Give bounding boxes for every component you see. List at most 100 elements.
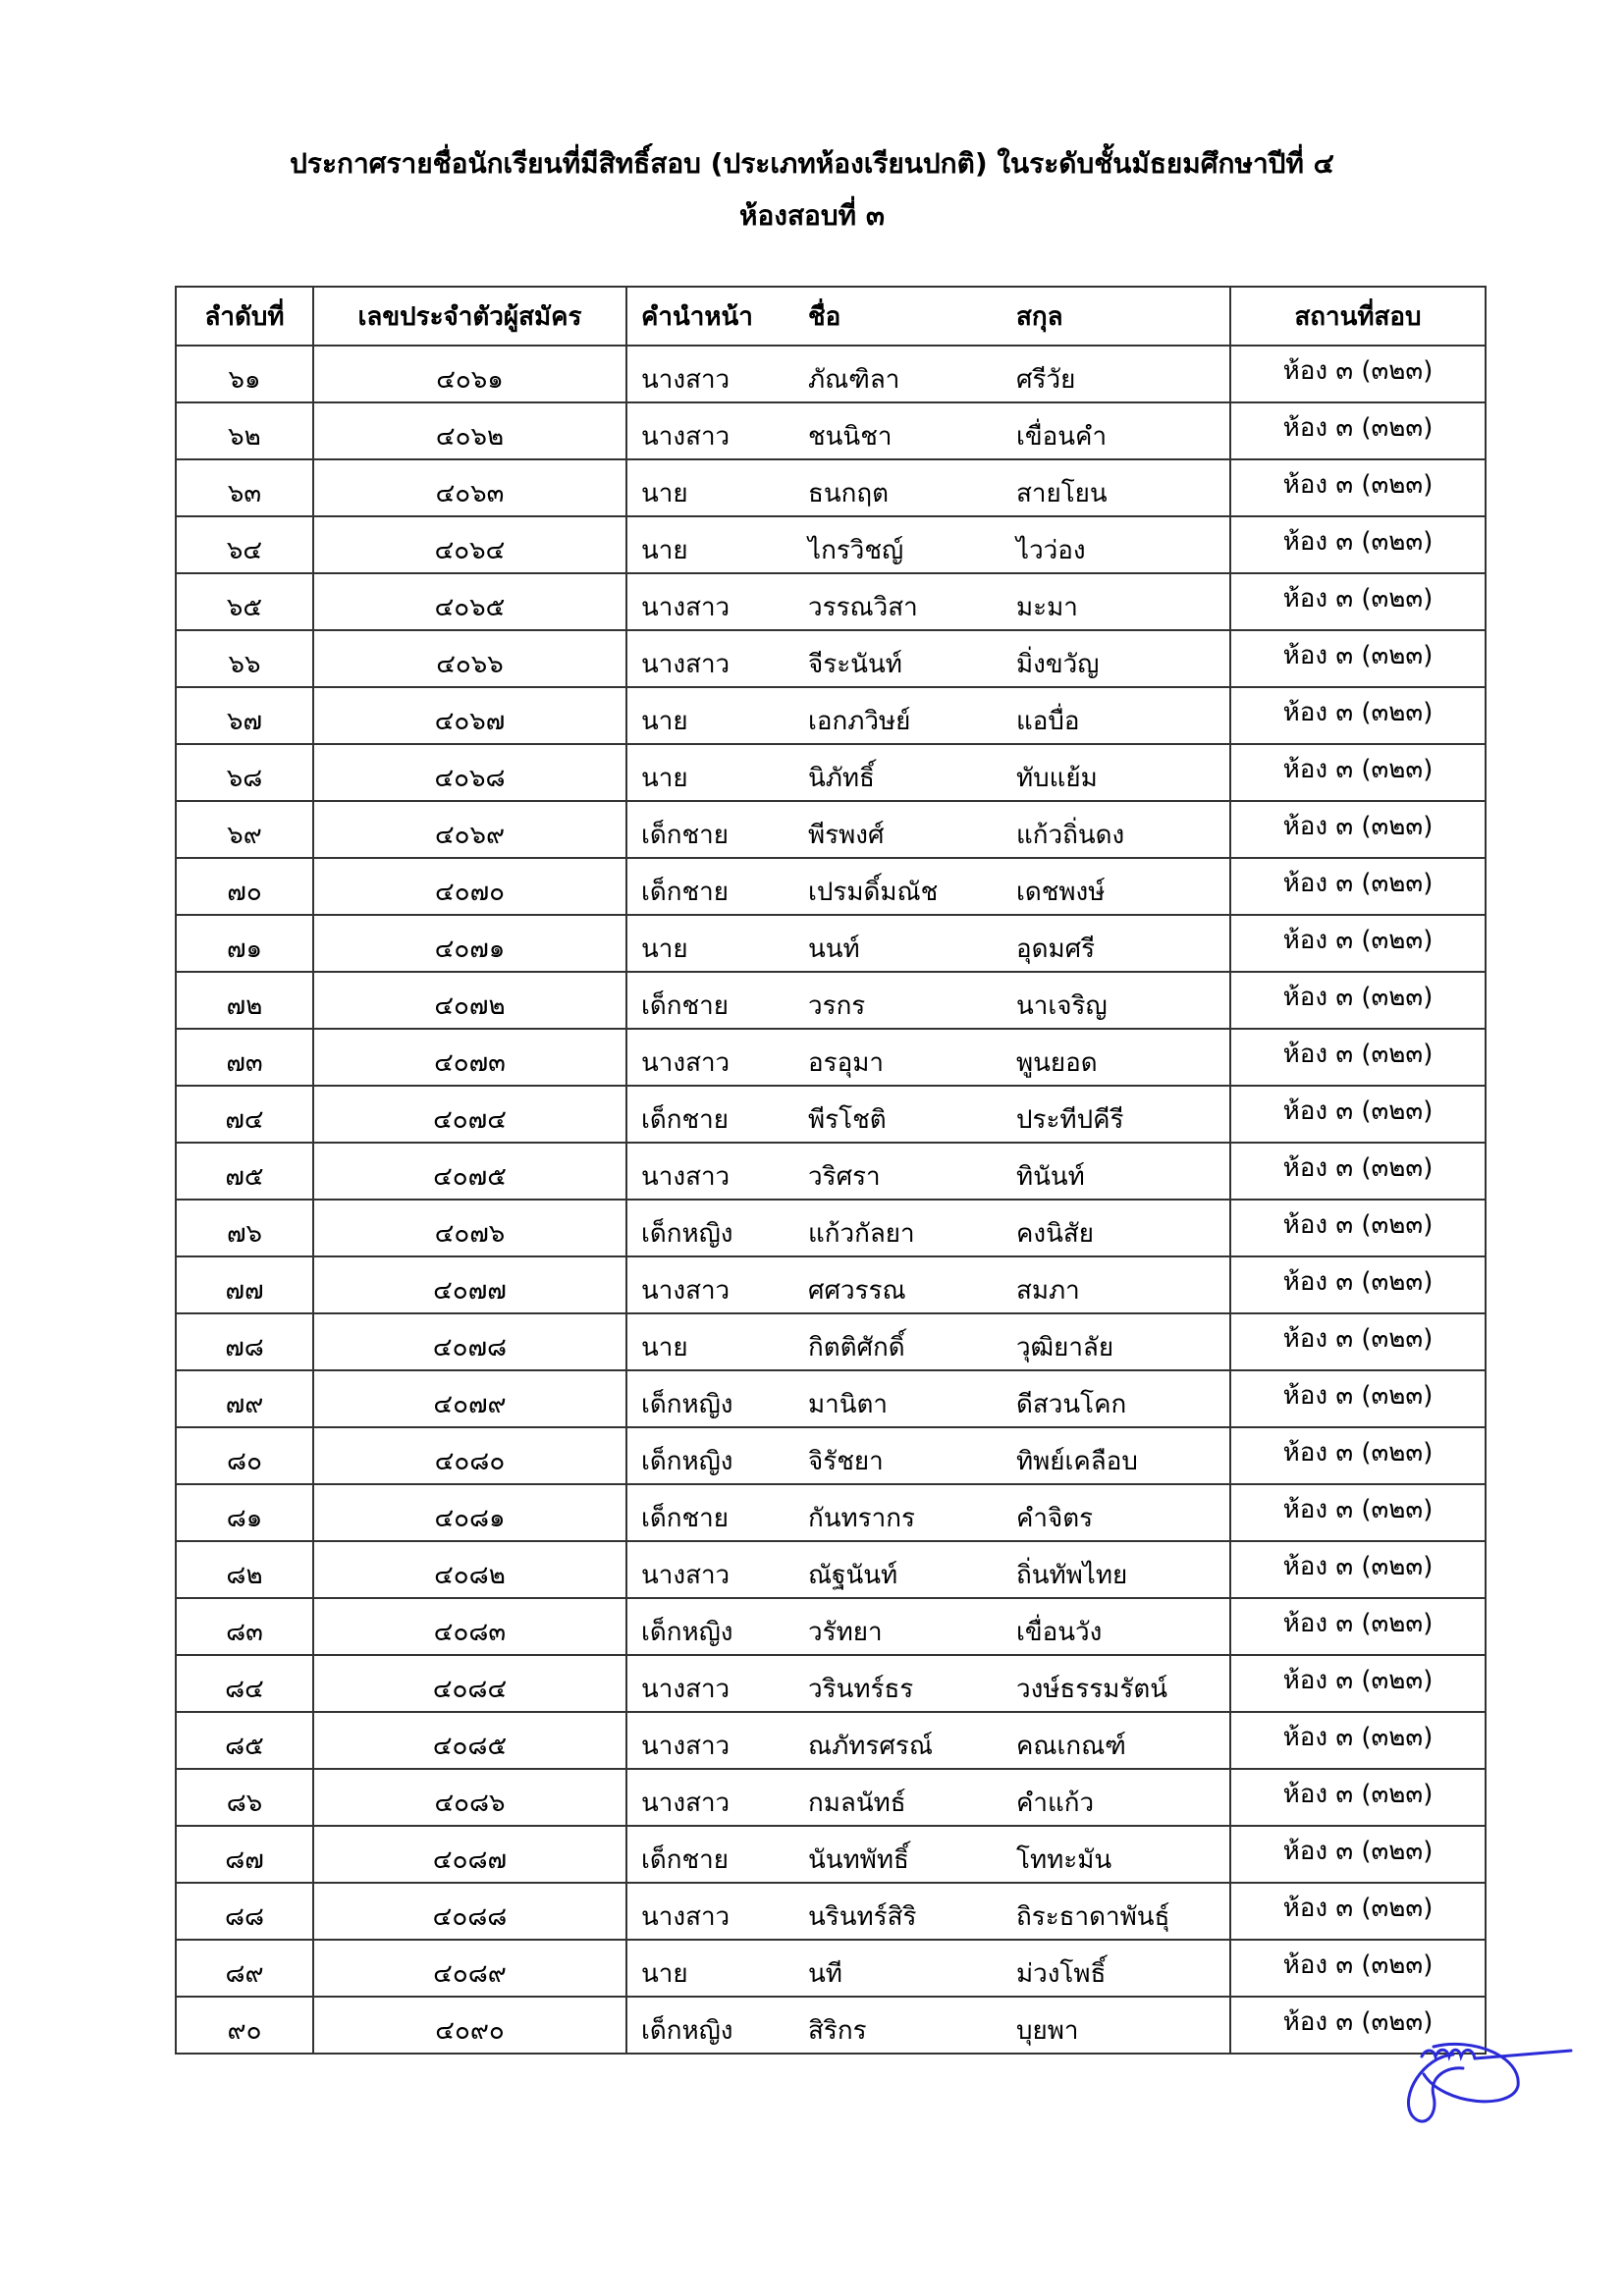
- order-number-cell: ๘๐: [175, 1426, 314, 1485]
- header-applicant-id: เลขประจำตัวผู้สมัคร: [313, 286, 627, 347]
- last-name-cell: เดชพงษ์: [1016, 857, 1230, 916]
- order-number-cell: ๖๗: [175, 686, 314, 745]
- document-title: ประกาศรายชื่อนักเรียนที่มีสิทธิ์สอบ (ประ…: [290, 147, 1334, 180]
- table-row: ๖๖ ๔๐๖๖ นางสาว จีระนันท์ มิ่งขวัญ ห้อง ๓ (๓๒๓…: [175, 629, 1487, 688]
- order-number-cell: ๖๒: [175, 401, 314, 460]
- order-number-cell: ๖๘: [175, 743, 314, 802]
- last-name-cell: สายโยน: [1016, 458, 1230, 517]
- order-number-cell: ๖๑: [175, 345, 314, 403]
- table-row: ๖๒ ๔๐๖๒ นางสาว ชนนิชา เขื่อนคำ ห้อง ๓ (๓๒๓): [175, 401, 1487, 460]
- name-prefix-cell: เด็กหญิง: [626, 1597, 808, 1656]
- applicant-id-cell: ๔๐๖๓: [313, 458, 627, 517]
- exam-location-cell: ห้อง ๓ (๓๒๓): [1229, 1312, 1487, 1371]
- last-name-cell: วงษ์ธรรมรัตน์: [1016, 1654, 1230, 1713]
- header-order: ลำดับที่: [175, 286, 314, 347]
- signature-strokes: [1406, 2042, 1573, 2123]
- name-prefix-cell: เด็กหญิง: [626, 1996, 808, 2055]
- applicant-id-cell: ๔๐๗๑: [313, 914, 627, 973]
- table-row: ๗๕ ๔๐๗๕ นางสาว วริศรา ทินันท์ ห้อง ๓ (๓๒๓): [175, 1142, 1487, 1201]
- name-prefix-cell: เด็กชาย: [626, 1825, 808, 1884]
- name-prefix-cell: นางสาว: [626, 345, 808, 403]
- applicant-id-cell: ๔๐๖๕: [313, 572, 627, 631]
- order-number-cell: ๙๐: [175, 1996, 314, 2055]
- exam-room-subtitle: ห้องสอบที่ ๓: [739, 199, 885, 232]
- table-row: ๘๔ ๔๐๘๔ นางสาว วรินทร์ธร วงษ์ธรรมรัตน์ ห้อง ๓…: [175, 1654, 1487, 1713]
- name-prefix-cell: เด็กชาย: [626, 1483, 808, 1542]
- name-prefix-cell: นาย: [626, 515, 808, 574]
- first-name-cell: จีระนันท์: [808, 629, 1016, 688]
- signature-image: [1406, 2042, 1573, 2123]
- table-row: ๗๘ ๔๐๗๘ นาย กิตติศักดิ์ วุฒิยาลัย ห้อง ๓ (๓๒๓…: [175, 1312, 1487, 1371]
- last-name-cell: คณเกณฑ์: [1016, 1711, 1230, 1770]
- name-prefix-cell: นางสาว: [626, 1654, 808, 1713]
- table-body: ๖๑ ๔๐๖๑ นางสาว ภัณฑิลา ศรีวัย ห้อง ๓ (๓๒๓) ๖๒๔…: [175, 345, 1487, 2055]
- order-number-cell: ๘๔: [175, 1654, 314, 1713]
- order-number-cell: ๖๔: [175, 515, 314, 574]
- applicant-id-cell: ๔๐๗๒: [313, 971, 627, 1030]
- table-row: ๗๑ ๔๐๗๑ นาย นนท์ อุดมศรี ห้อง ๓ (๓๒๓): [175, 914, 1487, 973]
- applicant-id-cell: ๔๐๘๔: [313, 1654, 627, 1713]
- last-name-cell: คงนิสัย: [1016, 1199, 1230, 1257]
- applicant-id-cell: ๔๐๗๐: [313, 857, 627, 916]
- name-prefix-cell: นางสาว: [626, 1882, 808, 1941]
- order-number-cell: ๘๗: [175, 1825, 314, 1884]
- last-name-cell: ถิระธาดาพันธุ์: [1016, 1882, 1230, 1941]
- exam-location-cell: ห้อง ๓ (๓๒๓): [1229, 1825, 1487, 1884]
- table-row: ๖๓ ๔๐๖๓ นาย ธนกฤต สายโยน ห้อง ๓ (๓๒๓): [175, 458, 1487, 517]
- order-number-cell: ๘๒: [175, 1540, 314, 1599]
- first-name-cell: ธนกฤต: [808, 458, 1016, 517]
- last-name-cell: มะมา: [1016, 572, 1230, 631]
- applicant-id-cell: ๔๐๘๓: [313, 1597, 627, 1656]
- applicant-id-cell: ๔๐๗๓: [313, 1028, 627, 1087]
- name-prefix-cell: นางสาว: [626, 1028, 808, 1087]
- table-row: ๘๙ ๔๐๘๙ นาย นที ม่วงโพธิ์ ห้อง ๓ (๓๒๓): [175, 1939, 1487, 1998]
- table-row: ๖๗ ๔๐๖๗ นาย เอกภวิษย์ แอบื่อ ห้อง ๓ (๓๒๓): [175, 686, 1487, 745]
- order-number-cell: ๖๖: [175, 629, 314, 688]
- exam-location-cell: ห้อง ๓ (๓๒๓): [1229, 857, 1487, 916]
- exam-location-cell: ห้อง ๓ (๓๒๓): [1229, 1483, 1487, 1542]
- exam-location-cell: ห้อง ๓ (๓๒๓): [1229, 1939, 1487, 1998]
- header-exam-location: สถานที่สอบ: [1229, 286, 1487, 347]
- name-prefix-cell: เด็กหญิง: [626, 1369, 808, 1428]
- exam-location-cell: ห้อง ๓ (๓๒๓): [1229, 686, 1487, 745]
- applicant-id-cell: ๔๐๘๑: [313, 1483, 627, 1542]
- applicant-id-cell: ๔๐๖๖: [313, 629, 627, 688]
- applicant-id-cell: ๔๐๗๙: [313, 1369, 627, 1428]
- last-name-cell: ม่วงโพธิ์: [1016, 1939, 1230, 1998]
- first-name-cell: ณภัทรศรณ์: [808, 1711, 1016, 1770]
- name-prefix-cell: นางสาว: [626, 1711, 808, 1770]
- name-prefix-cell: เด็กชาย: [626, 971, 808, 1030]
- table-row: ๗๙ ๔๐๗๙ เด็กหญิง มานิตา ดีสวนโคก ห้อง ๓ (๓๒๓): [175, 1369, 1487, 1428]
- order-number-cell: ๖๙: [175, 800, 314, 859]
- order-number-cell: ๗๙: [175, 1369, 314, 1428]
- applicant-id-cell: ๔๐๘๗: [313, 1825, 627, 1884]
- exam-location-cell: ห้อง ๓ (๓๒๓): [1229, 1369, 1487, 1428]
- first-name-cell: นันทพัทธิ์: [808, 1825, 1016, 1884]
- order-number-cell: ๘๖: [175, 1768, 314, 1827]
- order-number-cell: ๗๓: [175, 1028, 314, 1087]
- last-name-cell: ถิ่นทัพไทย: [1016, 1540, 1230, 1599]
- first-name-cell: สิริกร: [808, 1996, 1016, 2055]
- first-name-cell: นรินทร์สิริ: [808, 1882, 1016, 1941]
- last-name-cell: ศรีวัย: [1016, 345, 1230, 403]
- last-name-cell: ทับแย้ม: [1016, 743, 1230, 802]
- first-name-cell: วรกร: [808, 971, 1016, 1030]
- table-row: ๗๖ ๔๐๗๖ เด็กหญิง แก้วกัลยา คงนิสัย ห้อง ๓ (๓๒…: [175, 1199, 1487, 1257]
- applicant-id-cell: ๔๐๘๒: [313, 1540, 627, 1599]
- order-number-cell: ๘๙: [175, 1939, 314, 1998]
- exam-location-cell: ห้อง ๓ (๓๒๓): [1229, 515, 1487, 574]
- name-prefix-cell: เด็กชาย: [626, 800, 808, 859]
- first-name-cell: วริศรา: [808, 1142, 1016, 1201]
- name-prefix-cell: นางสาว: [626, 1142, 808, 1201]
- exam-location-cell: ห้อง ๓ (๓๒๓): [1229, 1882, 1487, 1941]
- order-number-cell: ๘๘: [175, 1882, 314, 1941]
- first-name-cell: เอกภวิษย์: [808, 686, 1016, 745]
- header-prefix: คำนำหน้า: [626, 286, 808, 347]
- exam-location-cell: ห้อง ๓ (๓๒๓): [1229, 1255, 1487, 1314]
- first-name-cell: จิรัชยา: [808, 1426, 1016, 1485]
- table-row: ๘๗ ๔๐๘๗ เด็กชาย นันทพัทธิ์ โททะมัน ห้อง ๓ (๓๒…: [175, 1825, 1487, 1884]
- first-name-cell: กิตติศักดิ์: [808, 1312, 1016, 1371]
- last-name-cell: แก้วถิ่นดง: [1016, 800, 1230, 859]
- first-name-cell: อรอุมา: [808, 1028, 1016, 1087]
- exam-location-cell: ห้อง ๓ (๓๒๓): [1229, 1711, 1487, 1770]
